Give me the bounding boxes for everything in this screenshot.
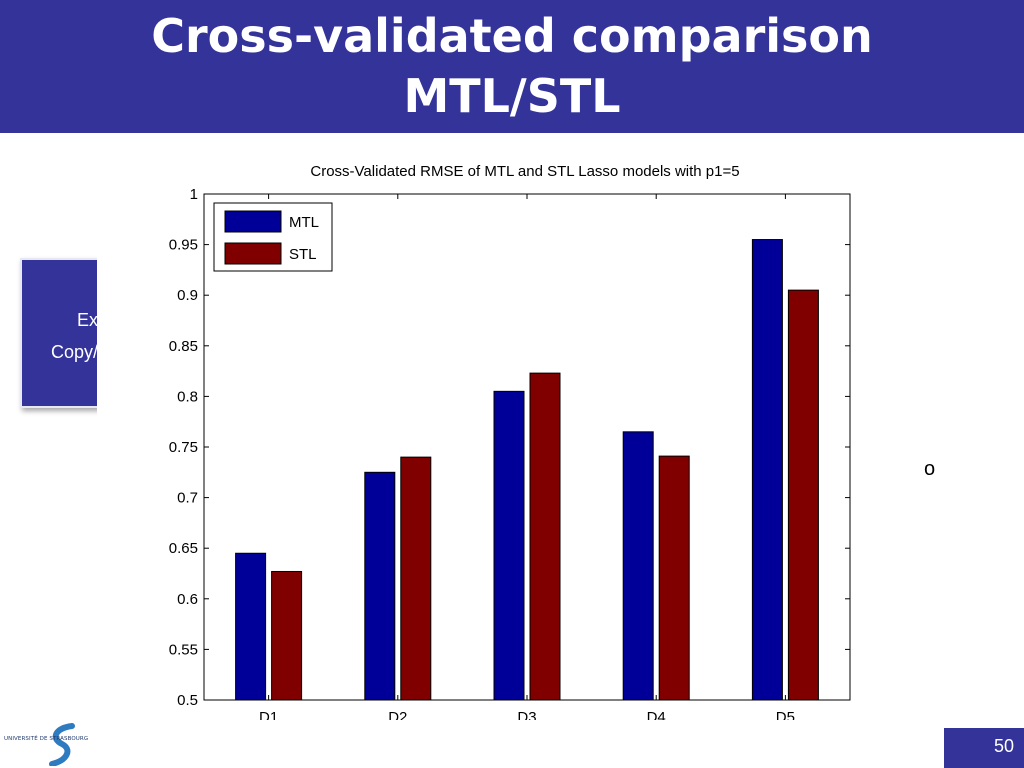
x-tick-label: D3 (517, 709, 536, 720)
bar-mtl-d3 (493, 390, 525, 701)
legend-label-mtl: MTL (289, 214, 319, 231)
bar-stl-d2 (400, 456, 432, 701)
background-text-fragment: o (924, 458, 936, 480)
legend-label-stl: STL (289, 246, 317, 263)
university-logo: UNIVERSITÉ DE STRASBOURG (4, 722, 122, 768)
x-tick-label: D4 (647, 709, 666, 720)
x-tick-label: D1 (259, 709, 278, 720)
y-tick-label: 0.65 (169, 540, 198, 557)
plot-frame (203, 193, 851, 701)
y-tick-label: 0.55 (169, 641, 198, 658)
slide-title-line1: Cross-validated comparison (151, 9, 873, 63)
y-tick-label: 0.8 (177, 388, 198, 405)
background-text-line2: Copy/ (50, 342, 98, 362)
bar-stl-d5 (787, 289, 819, 701)
chart-panel: Cross-Validated RMSE of MTL and STL Lass… (97, 150, 897, 726)
bar-mtl-d4 (622, 431, 654, 701)
y-tick-label: 0.6 (177, 591, 198, 608)
bar-mtl-d5 (751, 239, 783, 701)
bar-chart: Cross-Validated RMSE of MTL and STL Lass… (169, 163, 851, 726)
bar-mtl-d1 (235, 552, 267, 701)
logo-icon (49, 723, 75, 766)
bar-stl-d4 (658, 455, 690, 701)
plot-area: 0.5 0.55 0.6 0.65 0.7 0.75 0.8 0.85 0.9 0.95 1 D1 D2… (169, 186, 851, 726)
slide-title-line2: MTL/STL (403, 69, 621, 123)
y-tick-label: 0.7 (177, 490, 198, 507)
background-text-line1: Ex (76, 310, 98, 330)
page-number: 50 (944, 728, 1024, 768)
y-tick-label: 0.5 (177, 692, 198, 709)
x-tick-label: D5 (776, 709, 795, 720)
y-tick-label: 0.85 (169, 338, 198, 355)
x-tick-label: D2 (388, 709, 407, 720)
y-tick-label: 0.75 (169, 439, 198, 456)
logo-text: UNIVERSITÉ DE STRASBOURG (4, 736, 89, 742)
background-text-box: Ex Copy/ (20, 258, 100, 408)
y-tick-label: 0.95 (169, 237, 198, 254)
bar-stl-d1 (271, 570, 303, 701)
legend-swatch-mtl (224, 210, 282, 233)
bar-stl-d3 (529, 372, 561, 701)
legend-swatch-stl (224, 242, 282, 265)
bar-mtl-d2 (364, 471, 396, 701)
chart-title: Cross-Validated RMSE of MTL and STL Lass… (310, 163, 739, 180)
y-tick-label: 0.9 (177, 287, 198, 304)
y-tick-label: 1 (190, 186, 198, 203)
slide-title: Cross-validated comparison MTL/STL (0, 0, 1024, 133)
